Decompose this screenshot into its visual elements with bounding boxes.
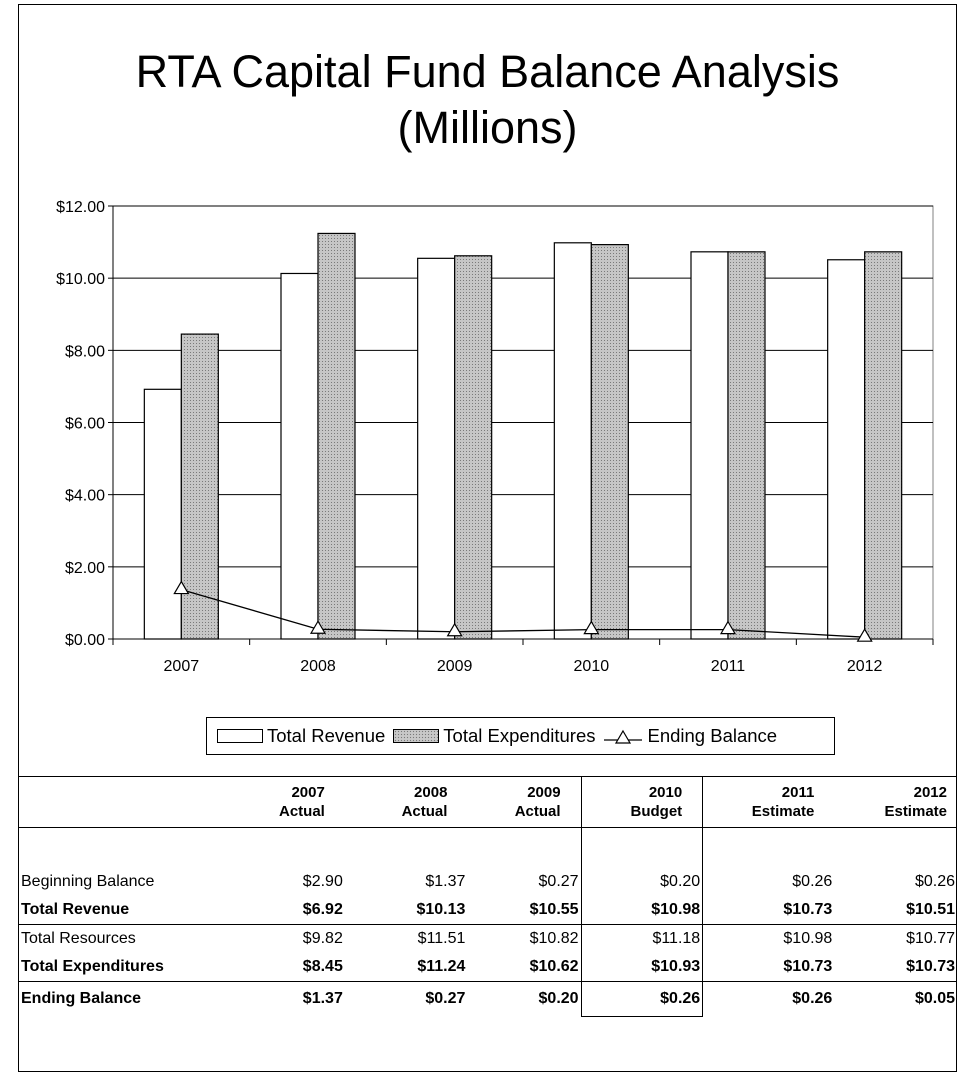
legend-label-total-expenditures: Total Expenditures — [443, 725, 596, 746]
ending-balance-line — [173, 580, 873, 642]
table-header-2012: 2012 Estimate — [834, 776, 957, 828]
table-cell: $10.98 — [702, 924, 835, 953]
legend-label-ending-balance: Ending Balance — [647, 725, 778, 746]
table-header-2008: 2008 Actual — [344, 776, 468, 828]
bar-total-revenue-2011 — [690, 251, 729, 640]
row-label: Total Expenditures — [21, 958, 164, 975]
y-tick-label: $10.00 — [56, 271, 105, 288]
table-cell: $11.18 — [580, 924, 704, 953]
table-cell: $0.20 — [467, 981, 582, 1017]
legend-swatch-ending-balance — [604, 729, 643, 744]
table-cell: $0.26 — [914, 873, 955, 890]
bar-total-revenue-2008 — [280, 272, 319, 640]
x-tick-label-2009: 2009 — [437, 658, 473, 675]
legend-swatch-total-revenue — [217, 729, 263, 743]
bar-total-expenditures-2011 — [727, 251, 766, 640]
table-cell: $1.37 — [230, 981, 345, 1017]
table-row-total-revenue: Total Revenue $6.92 $10.13 $10.55 $10.98… — [18, 896, 957, 925]
chart-title-line-1: RTA Capital Fund Balance Analysis — [135, 46, 840, 97]
y-tick-label: $6.00 — [65, 416, 105, 433]
bar-total-revenue-2012 — [827, 259, 866, 640]
table-spacer-row — [18, 827, 957, 868]
table-cell: $1.37 — [425, 873, 466, 890]
row-label: Ending Balance — [18, 981, 231, 1017]
table-cell: $0.27 — [538, 873, 579, 890]
legend-label-total-revenue: Total Revenue — [267, 725, 386, 746]
ending-balance-marker-2011 — [719, 620, 737, 635]
y-tick-label: $4.00 — [65, 488, 105, 505]
table-cell: $0.26 — [792, 873, 833, 890]
ending-balance-marker-2008 — [309, 620, 327, 634]
table-row-beginning-balance: Beginning Balance $2.90 $1.37 $0.27 $0.2… — [18, 868, 957, 896]
page-frame — [18, 4, 957, 1072]
ending-balance-path — [181, 588, 865, 638]
ending-balance-marker-2009 — [446, 622, 463, 637]
table-cell: $10.77 — [834, 924, 957, 953]
table-header-2011: 2011 Estimate — [702, 776, 835, 828]
table-cell: $0.05 — [834, 981, 957, 1017]
table-cell: $10.73 — [783, 958, 833, 975]
table-cell: $10.51 — [906, 901, 955, 918]
table-cell: $10.73 — [783, 901, 833, 918]
x-tick-label-2011: 2011 — [711, 658, 746, 675]
y-tick-label: $2.00 — [65, 560, 105, 577]
x-tick-label-2007: 2007 — [164, 658, 200, 675]
x-tick-label-2010: 2010 — [574, 658, 610, 675]
row-label: Total Resources — [18, 924, 231, 953]
ending-balance-marker-2012 — [856, 628, 873, 642]
table-cell: $10.62 — [529, 958, 579, 975]
bar-total-revenue-2007 — [143, 388, 182, 640]
bar-total-expenditures-2009 — [454, 255, 493, 640]
chart-area: $0.00 $2.00 $4.00 $6.00 $8.00 $10.00 $12.00 200… — [56, 199, 934, 675]
ending-balance-marker-2007 — [173, 580, 190, 595]
legend-swatch-total-expenditures — [393, 729, 440, 743]
bar-total-expenditures-2012 — [864, 251, 903, 640]
table-cell: $11.24 — [417, 958, 466, 975]
ending-balance-marker-2010 — [583, 620, 600, 635]
table-row-total-resources: Total Resources $9.82 $11.51 $10.82 $11.… — [18, 924, 957, 953]
table-cell: $10.13 — [416, 901, 466, 918]
chart-title-line-2: (Millions) — [397, 102, 578, 153]
row-label: Total Revenue — [21, 901, 130, 918]
bar-total-expenditures-2010 — [590, 244, 629, 640]
y-tick-label: $0.00 — [65, 632, 105, 649]
table-row-total-expenditures: Total Expenditures $8.45 $11.24 $10.62 $… — [18, 953, 957, 982]
table-cell: $8.45 — [302, 958, 343, 975]
table-cell: $0.27 — [344, 981, 468, 1017]
table-header-2009: 2009 Actual — [467, 776, 582, 828]
y-tick-label: $12.00 — [56, 199, 105, 216]
table-cell: $0.20 — [580, 868, 704, 896]
y-tick-label: $8.00 — [65, 343, 105, 360]
table-cell: $10.55 — [529, 901, 579, 918]
table-header-row: 2007 Actual 2008 Actual 2009 Actual 2010 Bud… — [18, 776, 957, 828]
table-cell: $10.73 — [906, 958, 955, 975]
table-cell: $6.92 — [302, 901, 343, 918]
table-cell: $9.82 — [230, 924, 345, 953]
table-cell: $0.26 — [580, 981, 704, 1017]
table-row-ending-balance: Ending Balance $1.37 $0.27 $0.20 $0.26 $… — [18, 981, 957, 1017]
table-cell: $10.93 — [580, 953, 704, 982]
table-cell: $10.82 — [467, 924, 582, 953]
axes: $0.00 $2.00 $4.00 $6.00 $8.00 $10.00 $12.00 200… — [56, 199, 934, 675]
x-tick-label-2008: 2008 — [300, 658, 336, 675]
chart-title: RTA Capital Fund Balance Analysis (Milli… — [18, 44, 957, 156]
bar-total-revenue-2009 — [417, 257, 456, 640]
bar-total-expenditures-2008 — [317, 232, 356, 640]
table-header-2010: 2010 Budget — [580, 776, 704, 828]
table-cell: $2.90 — [302, 873, 343, 890]
bar-total-revenue-2010 — [553, 242, 592, 640]
gridlines — [112, 205, 934, 640]
legend: Total Revenue Total Expenditures Ending … — [206, 717, 835, 755]
table-cell: $10.98 — [580, 896, 704, 925]
data-table: 2007 Actual 2008 Actual 2009 Actual 2010 Bud… — [18, 776, 957, 1017]
bars — [143, 232, 903, 640]
table-header-blank — [18, 776, 231, 828]
table-cell: $11.51 — [344, 924, 468, 953]
table-cell: $0.26 — [702, 981, 835, 1017]
x-tick-label-2012: 2012 — [847, 658, 883, 675]
row-label: Beginning Balance — [21, 873, 155, 890]
table-header-2007: 2007 Actual — [230, 776, 345, 828]
